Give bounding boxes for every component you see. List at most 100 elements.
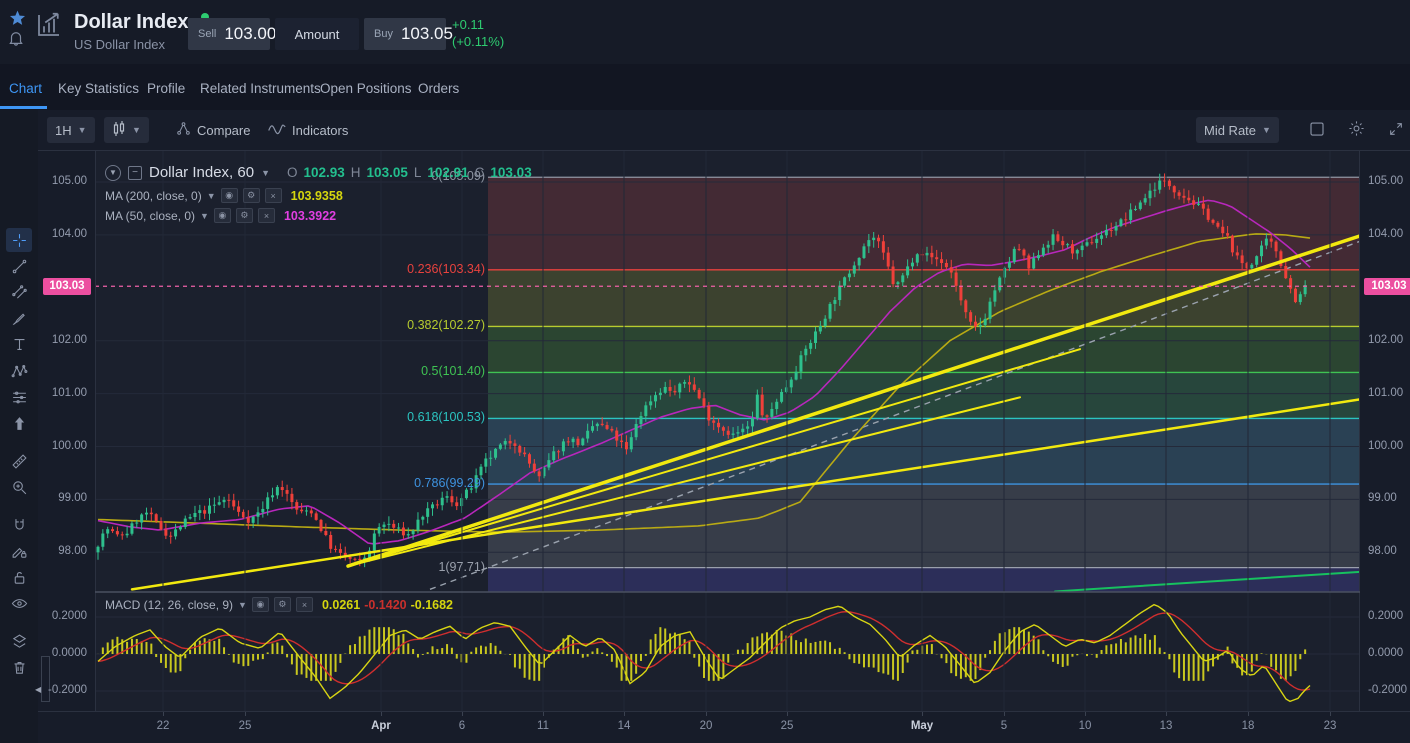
ma200-settings-icon[interactable]: ⚙ bbox=[242, 188, 260, 203]
watchlist-star-icon[interactable] bbox=[8, 9, 27, 33]
macd-settings-icon[interactable]: ⚙ bbox=[273, 597, 291, 612]
buy-button[interactable]: Buy 103.05 bbox=[364, 18, 453, 50]
tool-crosshair-icon[interactable] bbox=[6, 228, 32, 252]
macd-value: 0.0261 bbox=[321, 597, 361, 612]
tool-zoom-in-icon[interactable] bbox=[6, 475, 32, 499]
time-tickmark bbox=[1004, 712, 1005, 716]
price-chart-canvas[interactable] bbox=[95, 151, 1360, 711]
price-tick-left: 100.00 bbox=[51, 439, 87, 452]
instrument-tabbar: Chart Key Statistics Profile Related Instru… bbox=[0, 64, 1410, 110]
high-value: 103.05 bbox=[366, 165, 408, 180]
tool-draw-lock-icon[interactable] bbox=[6, 539, 32, 563]
price-tick-left: 105.00 bbox=[51, 175, 87, 187]
macd-value: -0.1682 bbox=[410, 597, 454, 612]
sell-button[interactable]: Sell 103.00 bbox=[188, 18, 276, 50]
tool-text-icon[interactable] bbox=[6, 333, 32, 357]
gear-icon bbox=[1348, 120, 1365, 140]
chevron-down-icon: ▼ bbox=[132, 125, 141, 135]
macd-legend-row: MACD (12, 26, close, 9) ▼ ◉ ⚙ × 0.0261 -0… bbox=[105, 597, 453, 612]
tool-xabcd-pattern-icon[interactable] bbox=[6, 359, 32, 383]
ma200-remove-icon[interactable]: × bbox=[264, 188, 282, 203]
time-tickmark bbox=[1330, 712, 1331, 716]
tool-brush-icon[interactable] bbox=[6, 307, 32, 331]
tool-trend-line-icon[interactable] bbox=[6, 254, 32, 278]
legend-minimize-icon[interactable]: − bbox=[128, 165, 142, 180]
price-tick-left: 99.00 bbox=[58, 492, 87, 505]
fib-level-label-0.382[interactable]: 0.382(102.27) bbox=[407, 318, 485, 333]
time-axis[interactable]: 22 25 Apr 6 11 14 20 25 May 5 10 13 18 23 bbox=[38, 711, 1410, 743]
compare-label: Compare bbox=[197, 122, 251, 138]
amount-label: Amount bbox=[294, 26, 340, 42]
indicators-button[interactable]: Indicators bbox=[260, 117, 356, 143]
alert-bell-icon[interactable] bbox=[7, 29, 25, 52]
compare-button[interactable]: Compare bbox=[168, 117, 258, 143]
sell-label: Sell bbox=[198, 28, 217, 40]
ma200-visibility-icon[interactable]: ◉ bbox=[220, 188, 238, 203]
snapshot-button[interactable] bbox=[1300, 117, 1334, 143]
tab-open-positions[interactable]: Open Positions bbox=[320, 81, 412, 96]
tool-channel-icon[interactable] bbox=[6, 280, 32, 304]
fullscreen-button[interactable] bbox=[1380, 117, 1410, 143]
fib-level-label-0.236[interactable]: 0.236(103.34) bbox=[407, 261, 485, 276]
time-tick-23: 23 bbox=[1323, 720, 1337, 732]
tool-arrow-up-icon[interactable] bbox=[6, 411, 32, 435]
macd-remove-icon[interactable]: × bbox=[295, 597, 313, 612]
time-tickmark bbox=[624, 712, 625, 716]
macd-visibility-icon[interactable]: ◉ bbox=[251, 597, 269, 612]
price-tick-left: 102.00 bbox=[51, 333, 87, 346]
fib-level-label-0.5[interactable]: 0.5(101.40) bbox=[421, 364, 485, 379]
ma50-settings-icon[interactable]: ⚙ bbox=[235, 208, 253, 223]
tab-chart[interactable]: Chart bbox=[9, 81, 43, 96]
time-tickmark bbox=[381, 712, 382, 716]
tool-magnet-icon[interactable] bbox=[6, 513, 32, 537]
interval-dropdown[interactable]: 1H ▼ bbox=[47, 117, 95, 143]
right-last-price-badge: 103.03 bbox=[1364, 277, 1410, 295]
legend-symbol-title[interactable]: Dollar Index, 60 bbox=[149, 164, 255, 181]
time-tickmark bbox=[543, 712, 544, 716]
amount-button[interactable]: Amount bbox=[275, 18, 359, 50]
ma50-legend-row: MA (50, close, 0) ▼ ◉ ⚙ × 103.3922 bbox=[105, 208, 336, 223]
ma200-value: 103.9358 bbox=[290, 188, 343, 203]
ma50-label[interactable]: MA (50, close, 0) bbox=[105, 208, 196, 223]
macd-pane-handle[interactable]: ◀ bbox=[35, 656, 50, 702]
tool-hide-all-icon[interactable] bbox=[6, 592, 32, 616]
tool-remove-drawings-icon[interactable] bbox=[6, 655, 32, 679]
instrument-title: Dollar Index bbox=[74, 11, 189, 33]
chevron-down-icon: ▼ bbox=[77, 125, 87, 135]
tab-key-statistics[interactable]: Key Statistics bbox=[58, 81, 140, 96]
chevron-down-icon: ▼ bbox=[206, 190, 216, 201]
tool-lock-all-icon[interactable] bbox=[6, 565, 32, 589]
fib-level-label-0.786[interactable]: 0.786(99.29) bbox=[414, 476, 485, 491]
ma50-visibility-icon[interactable]: ◉ bbox=[213, 208, 231, 223]
fib-level-label-1[interactable]: 1(97.71) bbox=[438, 559, 485, 574]
tool-forecast-icon[interactable] bbox=[6, 385, 32, 409]
price-tick-right: 102.00 bbox=[1368, 333, 1404, 346]
time-tick-6: 6 bbox=[458, 720, 466, 732]
macd-tick-right: -0.2000 bbox=[1368, 684, 1408, 696]
tab-related-instruments[interactable]: Related Instruments bbox=[200, 81, 321, 96]
tab-profile[interactable]: Profile bbox=[147, 81, 186, 96]
tool-layers-icon[interactable] bbox=[6, 629, 32, 653]
settings-button[interactable] bbox=[1340, 117, 1373, 143]
price-tick-right: 101.00 bbox=[1368, 386, 1404, 399]
fib-level-label-0.618[interactable]: 0.618(100.53) bbox=[407, 410, 485, 425]
macd-value: -0.1420 bbox=[364, 597, 407, 612]
indicators-label: Indicators bbox=[292, 122, 349, 138]
legend-collapse-icon[interactable]: ▼ bbox=[105, 164, 121, 181]
time-tickmark bbox=[1166, 712, 1167, 716]
sell-price: 103.00 bbox=[224, 24, 277, 43]
ma200-label[interactable]: MA (200, close, 0) bbox=[105, 188, 202, 203]
rate-type-dropdown[interactable]: Mid Rate ▼ bbox=[1196, 117, 1279, 143]
ma50-remove-icon[interactable]: × bbox=[257, 208, 275, 223]
price-change: +0.11 (+0.11%) bbox=[452, 16, 504, 50]
mid-rate-label: Mid Rate bbox=[1204, 122, 1257, 138]
buy-price: 103.05 bbox=[400, 24, 453, 43]
chart-style-dropdown[interactable]: ▼ bbox=[104, 117, 149, 143]
tool-ruler-icon[interactable] bbox=[6, 449, 32, 473]
macd-label[interactable]: MACD (12, 26, close, 9) bbox=[105, 597, 234, 612]
tab-orders[interactable]: Orders bbox=[418, 81, 460, 96]
time-tickmark bbox=[787, 712, 788, 716]
fib-level-label-0[interactable]: 0(105.09) bbox=[431, 169, 485, 184]
active-tab-underline bbox=[0, 106, 47, 109]
